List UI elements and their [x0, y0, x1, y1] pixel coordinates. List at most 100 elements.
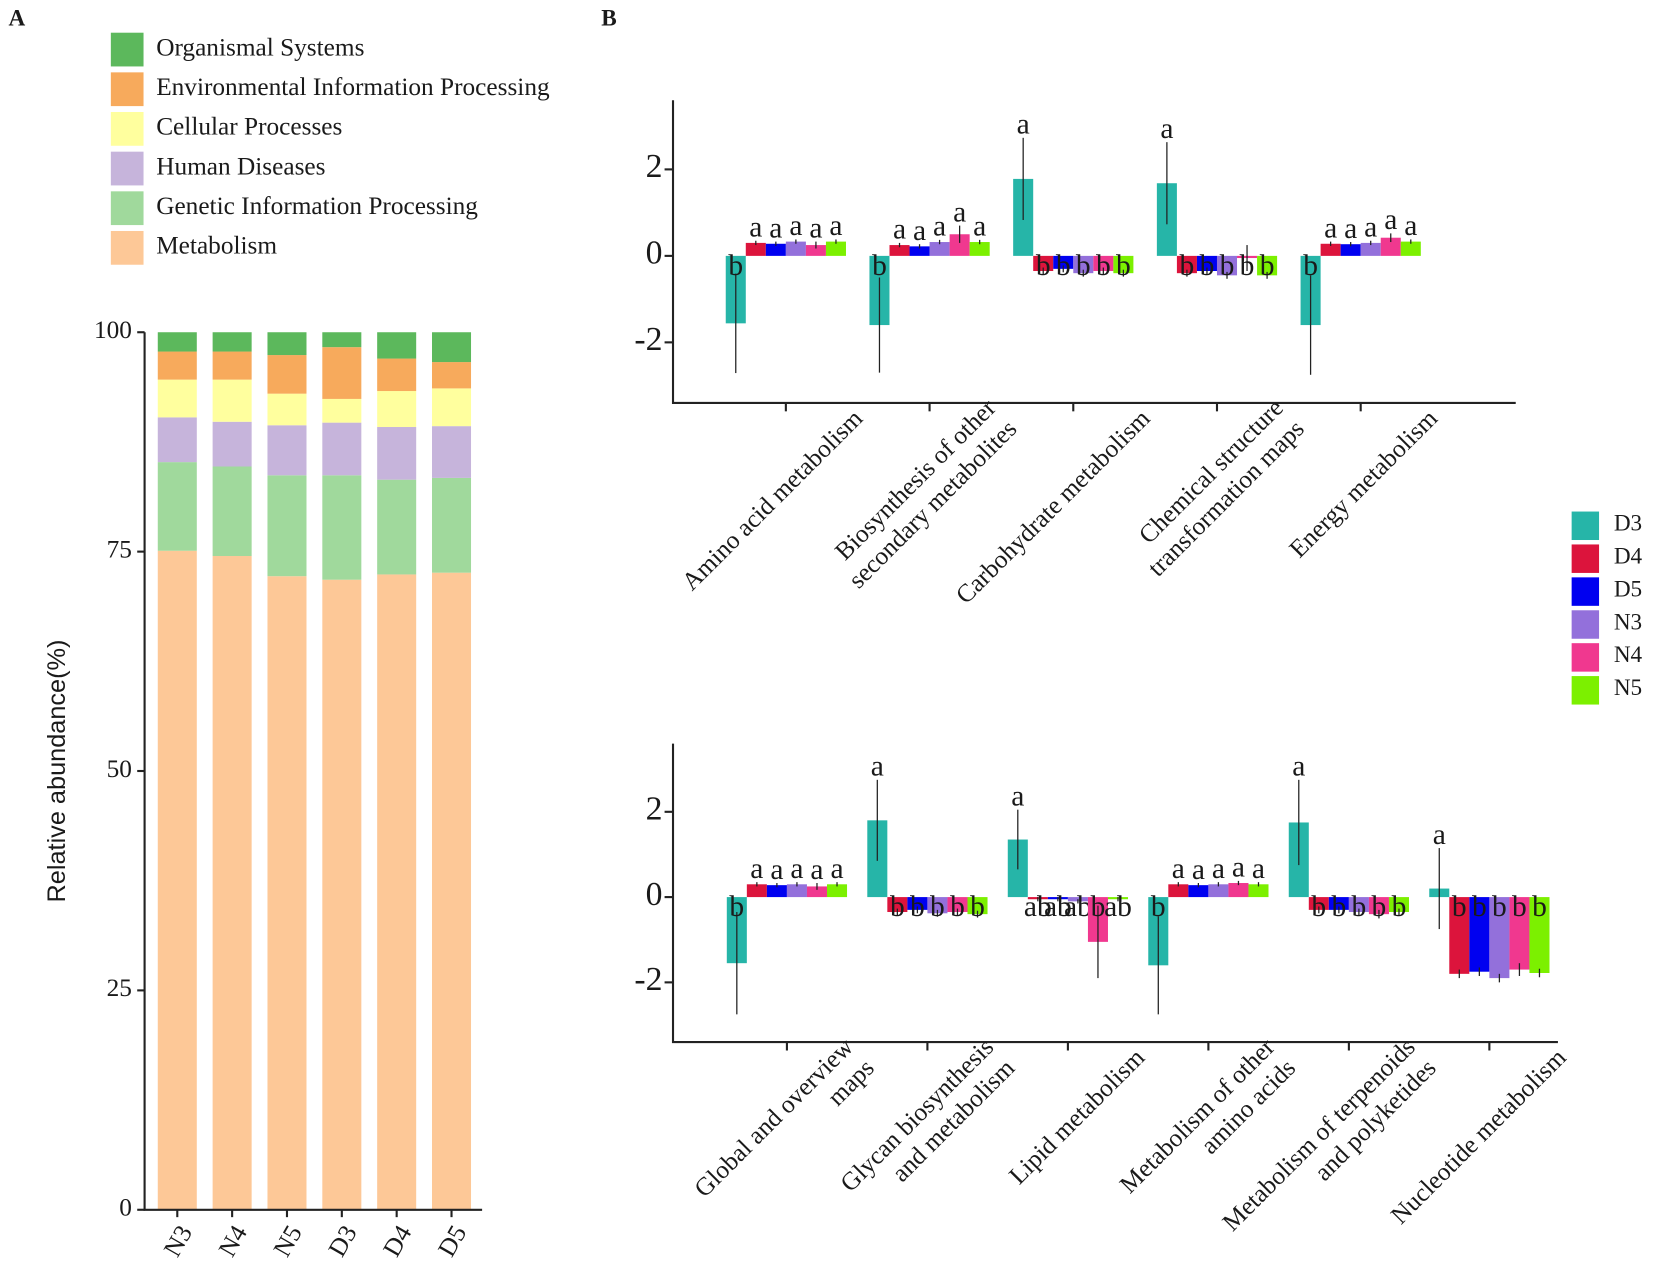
- significance-letter: ab: [1104, 891, 1132, 923]
- bar: [1257, 255, 1278, 276]
- bar: [1368, 897, 1389, 915]
- significance-letter: a: [810, 854, 823, 886]
- bar-segment: [432, 426, 472, 478]
- significance-letter: a: [770, 854, 783, 886]
- y-tick-label: 2: [646, 791, 663, 828]
- bar: [1188, 885, 1209, 898]
- y-tick-label: -2: [634, 961, 662, 998]
- significance-letter: a: [1160, 113, 1173, 145]
- y-tick-label: 0: [646, 876, 663, 913]
- legend-swatch: [1571, 577, 1600, 606]
- significance-letter: a: [1252, 853, 1265, 885]
- significance-letter: a: [1017, 109, 1030, 141]
- significance-letter: a: [1011, 780, 1024, 812]
- significance-letter: ab: [1064, 891, 1092, 923]
- significance-letter: b: [910, 891, 925, 923]
- significance-letter: b: [1492, 891, 1507, 923]
- bar: [929, 242, 950, 256]
- significance-letter: a: [1433, 819, 1446, 851]
- bar-segment: [432, 332, 472, 363]
- bar: [1113, 255, 1134, 274]
- x-tick-label: N3: [158, 1221, 198, 1262]
- significance-letter: b: [1311, 891, 1326, 923]
- significance-letter: b: [1056, 250, 1071, 282]
- legend-label: Organismal Systems: [156, 33, 364, 61]
- bar-segment: [212, 351, 252, 380]
- significance-letter: b: [1240, 250, 1255, 282]
- bar-segment: [432, 477, 472, 573]
- significance-letter: a: [1344, 213, 1357, 245]
- legend-swatch: [110, 112, 144, 146]
- bar: [805, 245, 826, 256]
- significance-letter: ab: [1044, 891, 1072, 923]
- bar-segment: [322, 422, 362, 476]
- significance-letter: b: [1116, 250, 1131, 282]
- legend-swatch: [1571, 544, 1600, 573]
- significance-letter: b: [1096, 250, 1111, 282]
- legend-label: Cellular Processes: [156, 113, 342, 141]
- bar-segment: [212, 421, 252, 467]
- significance-letter: b: [728, 250, 743, 282]
- significance-letter: b: [1151, 891, 1166, 923]
- significance-letter: a: [1324, 212, 1337, 244]
- significance-letter: a: [893, 214, 906, 246]
- bar: [786, 884, 807, 898]
- significance-letter: a: [749, 212, 762, 244]
- significance-letter: a: [750, 853, 763, 885]
- bar: [1469, 897, 1490, 972]
- significance-letter: b: [1180, 250, 1195, 282]
- bar-segment: [157, 462, 197, 551]
- significance-letter: b: [1331, 891, 1346, 923]
- bar: [1208, 884, 1229, 898]
- legend-label: Genetic Information Processing: [156, 192, 478, 220]
- panel-label: A: [9, 5, 26, 31]
- bar: [949, 234, 970, 256]
- significance-letter: b: [872, 250, 887, 282]
- bar: [1489, 897, 1510, 979]
- bar: [1529, 897, 1550, 973]
- bar: [765, 243, 786, 256]
- bar-segment: [267, 475, 307, 577]
- significance-letter: a: [1212, 853, 1225, 885]
- bar: [907, 897, 928, 910]
- bar: [1400, 241, 1421, 256]
- significance-letter: b: [1200, 250, 1215, 282]
- significance-letter: a: [1364, 212, 1377, 244]
- significance-letter: ab: [1024, 891, 1052, 923]
- bar-segment: [322, 579, 362, 1210]
- y-axis-label: Relative abundance(%): [43, 640, 71, 903]
- legend-label: D4: [1614, 543, 1643, 569]
- bar-segment: [432, 572, 472, 1210]
- y-tick-label: 25: [107, 974, 132, 1002]
- x-tick-label: N4: [213, 1220, 253, 1261]
- significance-letter: b: [1392, 891, 1407, 923]
- bar-segment: [212, 332, 252, 352]
- y-tick-label: -2: [634, 321, 662, 358]
- bar: [1388, 897, 1409, 913]
- significance-letter: a: [1404, 210, 1417, 242]
- significance-letter: b: [1036, 250, 1051, 282]
- bar: [746, 884, 767, 898]
- legend-label: N3: [1614, 609, 1642, 635]
- bar: [806, 886, 827, 898]
- legend-label: D5: [1614, 576, 1642, 602]
- bar: [1348, 897, 1369, 913]
- x-tick-label: D3: [323, 1221, 363, 1262]
- bar-segment: [267, 332, 307, 356]
- legend-label: Human Diseases: [156, 152, 325, 180]
- legend-swatch: [110, 151, 144, 186]
- significance-letter: b: [1220, 250, 1235, 282]
- significance-letter: b: [1260, 250, 1275, 282]
- bar-segment: [377, 427, 417, 480]
- bar-segment: [267, 576, 307, 1210]
- significance-letter: b: [1472, 891, 1487, 923]
- significance-letter: b: [950, 891, 965, 923]
- significance-letter: b: [1091, 891, 1106, 923]
- bar: [889, 245, 910, 256]
- legend-label: Metabolism: [156, 232, 277, 260]
- legend-label: N5: [1614, 675, 1642, 701]
- significance-letter: b: [890, 891, 905, 923]
- bar-segment: [157, 332, 197, 352]
- bar-segment: [377, 332, 417, 359]
